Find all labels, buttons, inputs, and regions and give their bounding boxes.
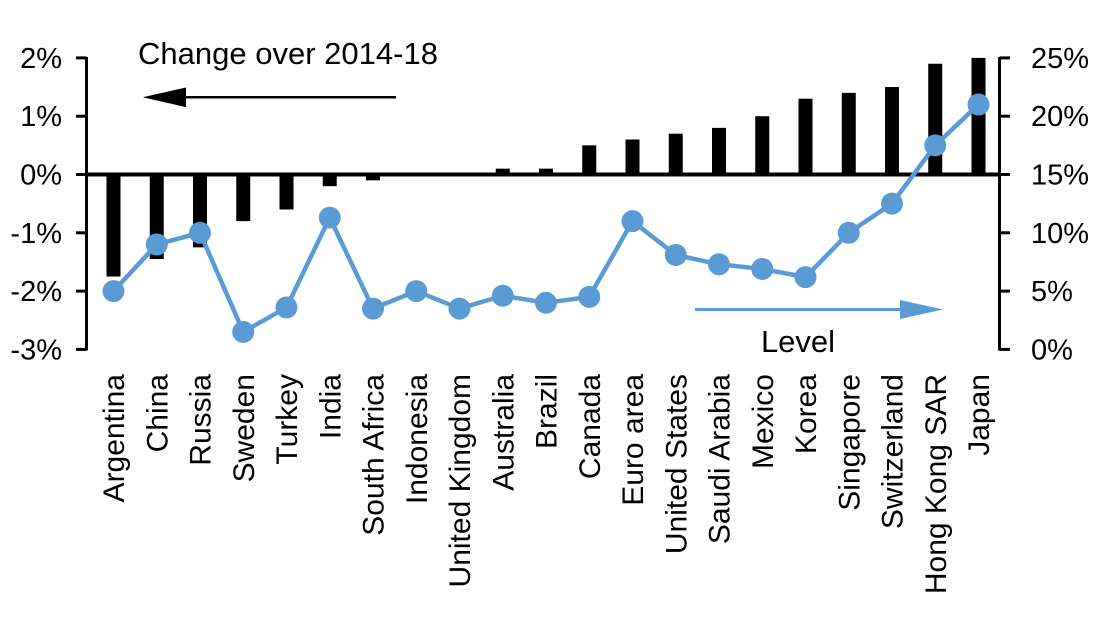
right-tick-label: 10%	[1031, 218, 1089, 250]
left-series-annotation: Change over 2014-18	[138, 36, 438, 71]
change-bar-Switzerland	[885, 87, 899, 175]
level-dot-Sweden	[232, 320, 255, 343]
left-tick-label: -3%	[10, 334, 62, 366]
bar-series	[106, 57, 986, 277]
left-arrow-head	[142, 87, 186, 108]
level-dot-Russia	[189, 221, 211, 244]
level-dot-Mexico	[751, 257, 774, 280]
change-bar-Korea	[798, 98, 813, 175]
category-labels: Argentina China Russia Sweden Turkey India Sou…	[98, 374, 996, 594]
level-dot-United States	[664, 243, 687, 266]
change-bar-Mexico	[755, 116, 770, 175]
left-tick-label: 1%	[20, 101, 62, 133]
level-dot-Switzerland	[881, 192, 903, 215]
change-bar-South Africa	[366, 174, 380, 181]
right-tick-label: 5%	[1031, 276, 1073, 308]
category-label-United Kingdom: United Kingdom	[444, 374, 477, 587]
right-arrow-head	[900, 300, 943, 319]
change-bar-India	[322, 174, 337, 187]
category-label-Korea: Korea	[790, 374, 823, 454]
category-label-Euro area: Euro area	[617, 374, 650, 506]
level-dot-Indonesia	[405, 280, 428, 303]
level-dot-Singapore	[837, 221, 860, 244]
category-label-Brazil: Brazil	[531, 374, 564, 449]
category-label-Indonesia: Indonesia	[401, 374, 434, 504]
category-label-Australia: Australia	[487, 374, 520, 491]
change-bar-Australia	[495, 168, 510, 175]
level-dot-Saudi Arabia	[708, 253, 730, 276]
change-bar-Turkey	[279, 174, 294, 210]
category-label-Canada: Canada	[574, 374, 607, 479]
level-dot-South Africa	[362, 297, 384, 320]
change-bar-Euro area	[625, 139, 640, 175]
level-dot-Turkey	[275, 296, 298, 319]
left-tick-label: -1%	[10, 218, 62, 250]
change-bar-Singapore	[841, 92, 856, 175]
change-bar-Saudi Arabia	[712, 127, 726, 175]
level-dot-China	[145, 233, 168, 256]
level-dot-Canada	[578, 285, 601, 308]
line-series	[102, 93, 990, 343]
level-dot-Korea	[794, 266, 817, 289]
category-label-Sweden: Sweden	[228, 374, 261, 482]
category-label-Hong Kong SAR: Hong Kong SAR	[920, 374, 953, 594]
category-label-Argentina: Argentina	[98, 374, 131, 503]
level-dot-Hong Kong SAR	[924, 134, 947, 157]
category-label-Turkey: Turkey	[271, 374, 304, 465]
annotation-arrows	[142, 87, 943, 319]
change-bar-Japan	[971, 57, 986, 175]
category-label-Mexico: Mexico	[747, 374, 780, 469]
category-label-India: India	[314, 374, 347, 439]
level-dot-Japan	[967, 93, 990, 116]
change-bar-Brazil	[539, 168, 553, 175]
category-label-Switzerland: Switzerland	[877, 374, 910, 529]
level-dot-United Kingdom	[448, 297, 471, 320]
category-label-Saudi Arabia: Saudi Arabia	[704, 374, 737, 544]
category-label-Russia: Russia	[185, 374, 218, 466]
level-dot-Euro area	[621, 210, 644, 233]
category-label-China: China	[141, 374, 174, 453]
right-tick-label: 20%	[1031, 101, 1089, 133]
level-dot-Australia	[491, 284, 514, 307]
category-label-Singapore: Singapore	[833, 374, 866, 511]
change-bar-Canada	[582, 145, 597, 175]
change-bar-Sweden	[236, 174, 251, 222]
change-bar-Hong Kong SAR	[928, 63, 943, 175]
left-tick-label: -2%	[10, 276, 62, 308]
right-series-annotation: Level	[761, 324, 835, 359]
change-bar-Argentina	[106, 174, 121, 277]
category-label-Japan: Japan	[963, 374, 996, 456]
right-tick-label: 0%	[1031, 334, 1073, 366]
level-dot-Brazil	[535, 291, 557, 314]
category-label-South Africa: South Africa	[358, 374, 391, 536]
change-bar-United States	[668, 133, 683, 175]
category-label-United States: United States	[660, 374, 693, 554]
level-dot-Argentina	[102, 280, 125, 303]
level-dot-India	[318, 206, 341, 229]
right-tick-label: 15%	[1031, 160, 1089, 192]
tick-labels: 2% 1% 0% -1% -2% -3% 25% 20% 15% 10% 5% 0%	[10, 43, 1089, 366]
right-tick-label: 25%	[1031, 43, 1089, 75]
left-tick-label: 0%	[20, 160, 62, 192]
left-tick-label: 2%	[20, 43, 62, 75]
